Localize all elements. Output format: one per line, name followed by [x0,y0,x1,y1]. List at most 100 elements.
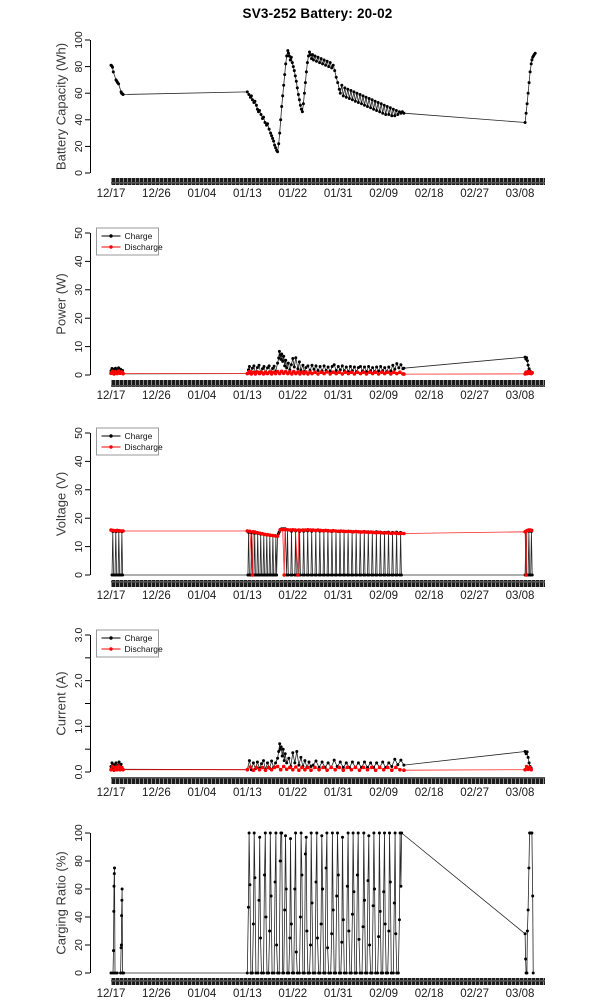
data-point [272,765,277,770]
data-point [284,887,288,891]
data-point [308,528,313,532]
data-point [382,890,386,894]
data-point [330,66,334,70]
data-point [356,831,360,835]
data-point [387,573,391,577]
data-point [379,573,383,577]
data-point [314,364,318,368]
data-point [382,103,386,107]
x-axis-tick-band-current [111,777,545,784]
data-point [527,81,531,85]
data-point [533,51,537,55]
data-point [294,831,298,835]
legend-label: Discharge [125,442,164,452]
data-point [298,915,302,919]
data-point [373,768,378,772]
y-tick-label-voltage: 10 [73,541,85,553]
data-point [363,760,366,764]
data-point [525,359,529,363]
x-tick-label-current: 01/13 [233,787,262,799]
data-point [369,761,373,765]
data-point [330,932,334,936]
data-point [301,363,305,367]
panel-battery-capacity: 0 20 40 60 80 100 Battery Capacity (Wh) 12/17 12… [53,31,545,200]
data-point [341,918,345,922]
data-point [379,365,383,368]
data-point [361,370,366,375]
series-line [111,528,533,576]
y-tick-label-carging-ratio: 80 [73,855,85,867]
data-point [276,361,280,365]
data-point [377,369,381,373]
data-point [355,91,359,95]
data-point [119,943,123,947]
data-point [382,371,387,376]
y-tick-label-power: 20 [73,312,85,324]
x-tick-label-voltage: 02/27 [460,590,489,602]
data-point [270,759,274,763]
data-point [326,528,330,533]
data-point [112,884,116,888]
data-point [269,767,274,772]
data-point [277,142,281,146]
data-point [526,363,530,367]
data-point [339,573,343,577]
y-tick-label-power: 0 [73,372,85,378]
data-point [387,113,391,116]
data-point [275,764,280,769]
data-point [350,98,354,102]
data-point [289,363,293,367]
data-point [353,99,357,103]
data-point [395,371,399,376]
data-point [251,761,255,765]
x-tick-label-battery-capacity: 12/17 [97,188,126,200]
data-point [529,767,533,772]
data-point [294,765,298,769]
data-point [311,763,315,767]
data-point [306,765,310,770]
data-point [277,356,281,360]
data-point [396,971,400,975]
data-point [333,529,338,533]
series-line [110,529,532,576]
data-point [376,372,381,376]
data-point [250,573,255,577]
data-point [263,121,267,124]
data-point [399,884,403,888]
y-tick-label-carging-ratio: 20 [73,939,85,951]
data-point [323,573,327,577]
data-point [279,357,283,361]
data-point [356,530,361,534]
data-point [363,898,366,902]
data-point [310,371,314,376]
data-point [390,768,394,772]
series-discharge-power [109,369,534,376]
x-tick-label-carging-ratio: 01/22 [278,988,307,1000]
data-point [329,765,334,770]
data-point [331,370,336,375]
data-point [250,98,254,102]
data-point [326,761,330,765]
data-point [337,370,342,375]
data-point [388,880,392,884]
data-point [325,768,329,772]
data-point [276,150,280,154]
data-point [285,54,289,58]
data-point [278,131,282,135]
data-point [334,971,338,975]
data-point [360,971,364,975]
data-point [308,50,311,54]
legend-point-sample [109,445,113,449]
data-point [249,94,253,98]
y-tick-label-carging-ratio: 60 [73,883,85,895]
data-point [115,371,119,376]
legend-point-sample [109,245,113,249]
data-point [397,918,401,922]
data-point [341,94,345,98]
data-point [341,765,345,769]
data-point [113,971,117,975]
x-tick-label-current: 02/27 [460,787,489,799]
data-point [346,87,350,91]
